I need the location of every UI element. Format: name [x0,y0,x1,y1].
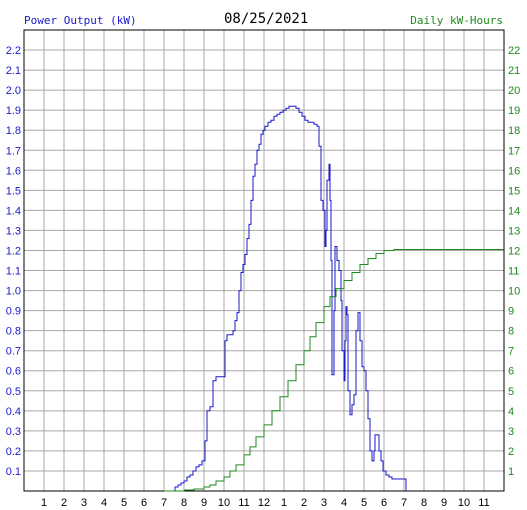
y-left-tick-label: 0.9 [6,306,21,318]
x-tick-label: 7 [161,497,167,509]
y-right-tick-label: 4 [508,406,514,418]
y-right-tick-label: 20 [508,85,520,97]
right-axis-title: Daily kW-Hours [410,14,503,27]
x-tick-label: 12 [258,497,270,509]
x-tick-label: 3 [81,497,87,509]
y-left-tick-label: 1.8 [6,125,21,137]
x-tick-label: 4 [101,497,107,509]
x-tick-label: 7 [401,497,407,509]
y-right-tick-label: 16 [508,165,520,177]
x-tick-label: 10 [218,497,230,509]
plot-frame [23,29,505,492]
x-tick-label: 6 [381,497,387,509]
y-left-tick-label: 0.2 [6,446,21,458]
y-right-tick-label: 12 [508,245,520,257]
y-left-tick-label: 1.2 [6,245,21,257]
y-right-tick-label: 2 [508,446,514,458]
y-right-tick-label: 11 [508,266,519,278]
y-left-tick-label: 0.8 [6,326,21,338]
y-right-tick-label: 22 [508,45,520,57]
x-tick-label: 11 [478,497,489,509]
y-right-tick-label: 10 [508,286,520,298]
y-left-tick-label: 2.1 [6,65,21,77]
y-right-tick-label: 9 [508,306,514,318]
y-right-tick-label: 21 [508,65,520,77]
x-tick-label: 1 [281,497,287,509]
x-tick-label: 5 [361,497,367,509]
y-left-tick-label: 1.5 [6,185,21,197]
x-tick-label: 2 [301,497,307,509]
y-right-tick-label: 6 [508,366,514,378]
left-axis-title: Power Output (kW) [24,14,137,27]
y-right-tick-label: 13 [508,225,520,237]
y-right-tick-label: 1 [508,466,514,478]
y-left-tick-label: 2.0 [6,85,21,97]
y-right-tick-label: 15 [508,185,520,197]
y-right-tick-label: 18 [508,125,520,137]
x-tick-label: 6 [141,497,147,509]
y-right-tick-label: 7 [508,346,514,358]
x-tick-label: 9 [201,497,207,509]
x-tick-label: 5 [121,497,127,509]
y-left-tick-label: 1.1 [6,266,21,278]
y-left-tick-label: 0.1 [6,466,21,478]
x-tick-label: 8 [181,497,187,509]
x-tick-label: 10 [458,497,470,509]
y-right-tick-label: 8 [508,326,514,338]
chart-title-date: 08/25/2021 [224,11,309,27]
y-right-tick-label: 17 [508,145,520,157]
x-tick-label: 8 [421,497,427,509]
y-left-tick-label: 1.6 [6,165,21,177]
x-tick-label: 3 [321,497,327,509]
y-left-tick-label: 1.4 [6,205,21,217]
y-right-tick-label: 19 [508,105,520,117]
y-left-tick-label: 0.6 [6,366,21,378]
power-output-line [172,105,407,492]
y-right-tick-label: 14 [508,205,520,217]
y-left-tick-label: 0.3 [6,426,21,438]
daily-kwh-line [164,249,504,492]
x-tick-label: 11 [238,497,249,509]
y-right-tick-label: 3 [508,426,514,438]
y-left-tick-label: 2.2 [6,45,21,57]
y-left-tick-label: 1.9 [6,105,21,117]
y-left-tick-label: 1.7 [6,145,21,157]
y-right-tick-label: 5 [508,386,514,398]
y-left-tick-label: 1.0 [6,286,21,298]
y-left-tick-label: 1.3 [6,225,21,237]
x-tick-label: 4 [341,497,347,509]
x-tick-label: 9 [441,497,447,509]
y-left-tick-label: 0.4 [6,406,21,418]
y-left-tick-label: 0.7 [6,346,21,358]
x-tick-label: 2 [61,497,67,509]
x-tick-label: 1 [41,497,47,509]
y-left-tick-label: 0.5 [6,386,21,398]
